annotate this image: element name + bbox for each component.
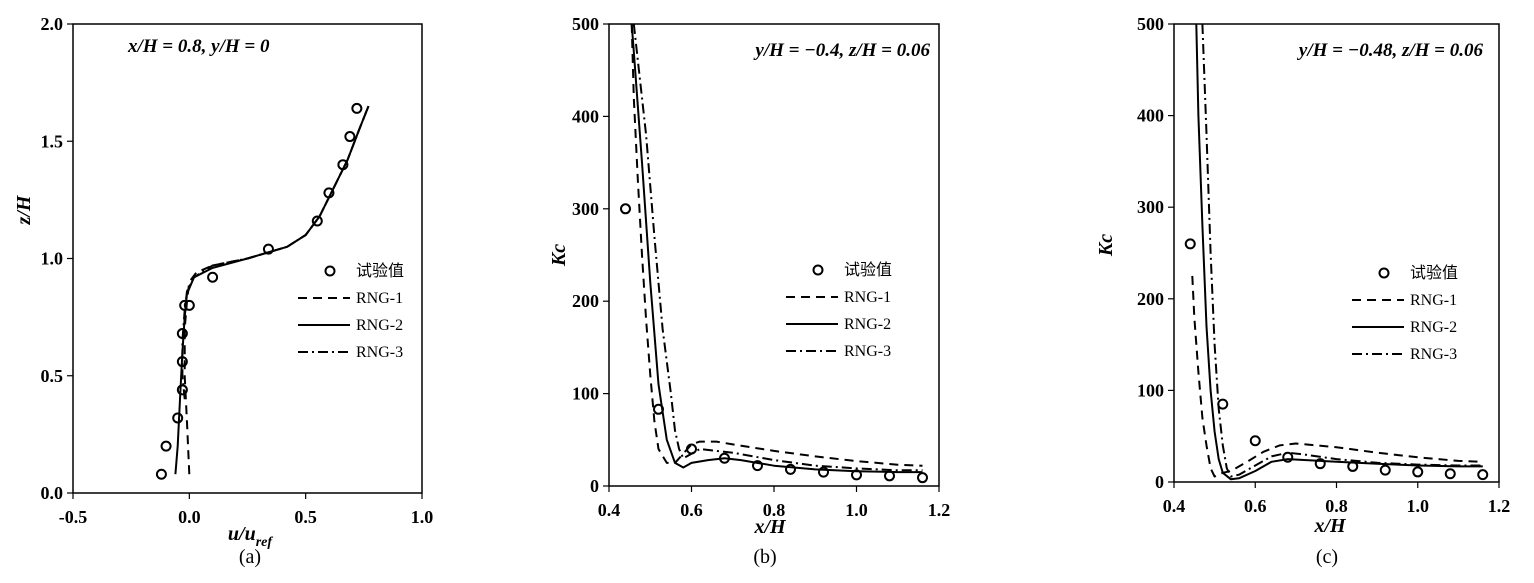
x-tick-label: 1.0 xyxy=(411,507,434,527)
x-tick-label: 0.4 xyxy=(598,500,621,520)
data-point-experiment xyxy=(1412,466,1424,478)
series-line-rng-2 xyxy=(1195,24,1483,481)
legend-label: RNG-3 xyxy=(844,343,891,360)
x-tick-label: 0.5 xyxy=(294,507,317,527)
plot-frame xyxy=(608,23,940,487)
legend-label: RNG-2 xyxy=(844,316,891,333)
legend-label: RNG-3 xyxy=(356,344,403,361)
legend-label: RNG-2 xyxy=(1410,319,1457,336)
legend-marker xyxy=(324,265,336,277)
panel-c: 0 100 200 300 400 500 0.4 0.6 0.8 1.0 1.2 Kc x/H (c) y… xyxy=(1095,14,1510,568)
y-axis-label: z/H xyxy=(13,194,35,225)
x-tick-label: 1.2 xyxy=(1488,496,1511,516)
y-tick-label: 100 xyxy=(1137,380,1164,400)
y-axis-label: Kc xyxy=(548,244,570,267)
panel-annotation: x/H = 0.8, y/H = 0 xyxy=(127,36,270,57)
y-tick-label: 200 xyxy=(572,291,599,311)
x-tick-label: 1.0 xyxy=(1407,496,1430,516)
data-point-experiment xyxy=(1249,435,1261,447)
x-tick-label: 1.2 xyxy=(928,500,951,520)
panel-annotation: y/H = −0.4, z/H = 0.06 xyxy=(753,40,930,61)
x-tick-label: -0.5 xyxy=(59,507,88,527)
x-tick-label: 0.8 xyxy=(1325,496,1348,516)
y-tick-label: 0.0 xyxy=(41,483,64,503)
series-line-rng-2 xyxy=(630,24,923,474)
data-point-experiment xyxy=(1444,468,1456,480)
legend-label: 试验值 xyxy=(356,262,404,280)
y-axis-label: Kc xyxy=(1095,234,1117,257)
panel-b: 0 100 200 300 400 500 0.4 0.6 0.8 1.0 1.2 Kc x/H (b) y… xyxy=(548,14,950,568)
series-line-rng-3 xyxy=(181,105,370,400)
y-tick-label: 0.5 xyxy=(41,366,64,386)
x-tick-label: 0.6 xyxy=(1244,496,1267,516)
data-point-experiment xyxy=(160,440,172,452)
plot-frame xyxy=(1173,23,1500,483)
y-tick-label: 300 xyxy=(1137,197,1164,217)
data-point-experiment xyxy=(172,412,184,424)
y-tick-label: 500 xyxy=(572,14,599,34)
y-tick-label: 1.0 xyxy=(41,249,64,269)
data-point-experiment xyxy=(1379,464,1391,476)
y-tick-label: 400 xyxy=(1137,106,1164,126)
data-point-experiment xyxy=(344,131,356,143)
x-axis-label: x/H xyxy=(1313,515,1347,537)
data-point-experiment xyxy=(620,203,631,215)
y-tick-label: 2.0 xyxy=(41,14,64,34)
x-tick-label: 0.6 xyxy=(680,500,703,520)
x-tick-label: 0.4 xyxy=(1163,496,1186,516)
y-tick-label: 500 xyxy=(1137,14,1164,34)
data-point-experiment xyxy=(917,472,928,484)
legend-label: 试验值 xyxy=(1410,264,1458,282)
legend-label: RNG-1 xyxy=(1410,292,1457,309)
legend-marker xyxy=(1378,267,1390,279)
series-line-rng-1 xyxy=(630,24,923,467)
y-tick-label: 300 xyxy=(572,199,599,219)
data-point-experiment xyxy=(1184,238,1196,250)
panel-a: 0.00.51.01.52.0-0.5 0.0 0.5 1.0z/Hu/uref(a)… xyxy=(13,14,433,568)
panel-annotation: y/H = −0.48, z/H = 0.06 xyxy=(1297,40,1484,61)
y-tick-label: 400 xyxy=(572,106,599,126)
legend-label: RNG-1 xyxy=(356,290,403,307)
y-tick-label: 0 xyxy=(1155,472,1164,492)
x-tick-label: 0.8 xyxy=(763,500,786,520)
data-point-experiment xyxy=(155,468,167,480)
legend-label: 试验值 xyxy=(844,261,892,279)
panel-caption: (b) xyxy=(753,546,776,568)
y-tick-label: 0 xyxy=(590,476,599,496)
x-axis-label: x/H xyxy=(753,516,787,538)
x-tick-label: 1.0 xyxy=(845,500,868,520)
legend-marker xyxy=(812,264,824,276)
panel-caption: (c) xyxy=(1316,546,1338,568)
y-tick-label: 200 xyxy=(1137,289,1164,309)
series-line-rng-1 xyxy=(1191,275,1483,478)
series-line-rng-3 xyxy=(1201,24,1483,478)
legend-label: RNG-1 xyxy=(844,289,891,306)
y-tick-label: 1.5 xyxy=(41,131,64,151)
legend-label: RNG-2 xyxy=(356,317,403,334)
series-line-rng-3 xyxy=(632,24,923,472)
data-point-experiment xyxy=(351,102,363,114)
legend-label: RNG-3 xyxy=(1410,346,1457,363)
data-point-experiment xyxy=(207,271,219,283)
x-tick-label: 0.0 xyxy=(178,507,201,527)
data-point-experiment xyxy=(1477,469,1489,481)
y-tick-label: 100 xyxy=(572,384,599,404)
panel-caption: (a) xyxy=(239,546,261,568)
